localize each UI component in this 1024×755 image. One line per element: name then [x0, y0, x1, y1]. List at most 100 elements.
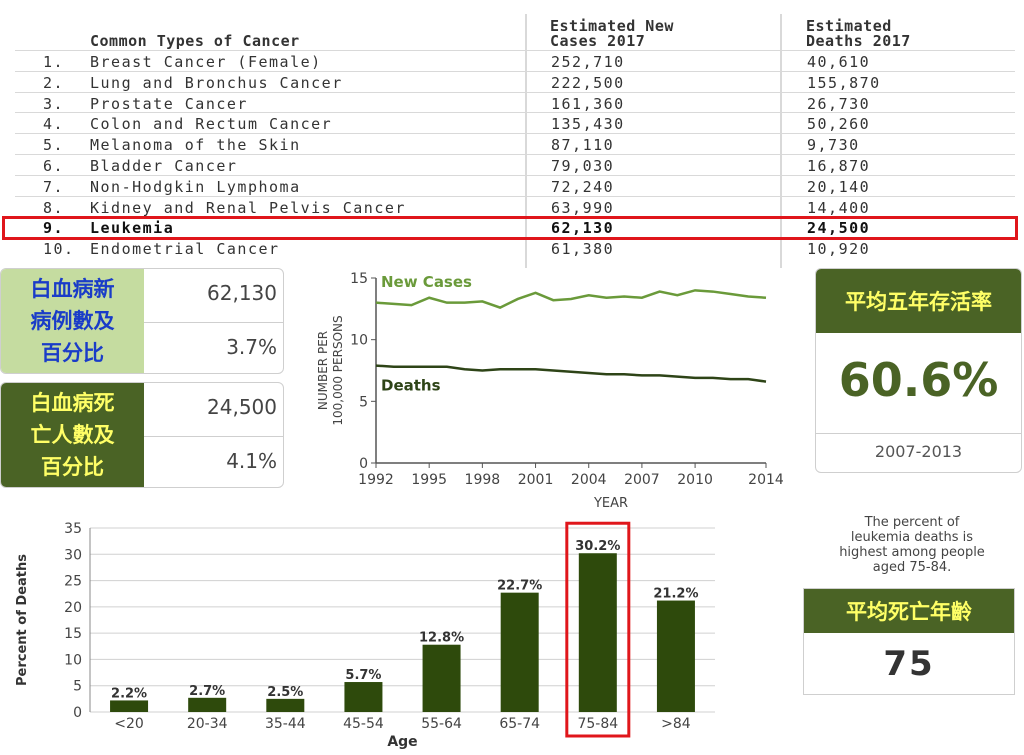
- y-tick-label: 20: [64, 600, 82, 616]
- x-tick-label: 2010: [677, 472, 713, 488]
- bar-55-64: [422, 644, 461, 712]
- header-deaths-2: Deaths 2017: [806, 32, 911, 50]
- cell-rank: 4.: [43, 115, 65, 134]
- x-axis-label: YEAR: [593, 496, 628, 511]
- cell-rank: 8.: [43, 198, 65, 217]
- cell-cases: 61,380: [551, 240, 615, 259]
- age-note-line: aged 75-84.: [872, 560, 952, 575]
- y-tick-label: 15: [350, 271, 368, 287]
- x-tick-label: 1995: [411, 472, 447, 488]
- cell-deaths: 9,730: [807, 136, 860, 155]
- header-deaths-1: Estimated: [806, 17, 892, 35]
- cell-deaths: 10,920: [807, 240, 871, 259]
- cell-deaths: 20,140: [807, 177, 871, 196]
- table-row: 5. Melanoma of the Skin 87,110 9,730: [15, 133, 1015, 154]
- data-label: 2.2%: [111, 686, 147, 701]
- age-bar-chart: 0 5 10 15 20 25 30 35 2.2% <20 2.7% 20-34 2.5% 35-44 5…: [15, 521, 715, 750]
- y-tick-label: 10: [64, 652, 82, 668]
- survival-card: 平均五年存活率 60.6% 2007-2013: [815, 268, 1022, 473]
- bar-<20: [110, 700, 149, 712]
- cell-name: Prostate Cancer: [90, 94, 248, 113]
- table-row: 3. Prostate Cancer 161,360 26,730: [15, 91, 1015, 113]
- cell-deaths: 50,260: [807, 115, 871, 134]
- cell-deaths: 26,730: [807, 94, 871, 113]
- table-row: 8. Kidney and Renal Pelvis Cancer 63,990 14…: [15, 195, 1015, 217]
- x-tick-label: >84: [661, 716, 691, 732]
- y-axis-label: Percent of Deaths: [15, 554, 30, 686]
- series-label: New Cases: [381, 273, 472, 291]
- x-tick-label: <20: [114, 716, 144, 732]
- table-row: 6. Bladder Cancer 79,030 16,870: [15, 154, 1015, 175]
- cell-cases: 62,130: [551, 219, 615, 238]
- y-tick-label: 5: [359, 394, 368, 410]
- table-row: 4. Colon and Rectum Cancer 135,430 50,260: [15, 112, 1015, 133]
- data-label: 2.7%: [189, 684, 225, 699]
- data-label: 12.8%: [419, 631, 464, 646]
- x-tick-label: 2007: [624, 472, 660, 488]
- cell-cases: 161,360: [551, 94, 625, 113]
- x-tick-label: 55-64: [421, 716, 462, 732]
- mean-death-age-card: 平均死亡年齡 75: [803, 588, 1015, 695]
- table-row: 2. Lung and Bronchus Cancer 222,500 155,870: [15, 70, 1015, 92]
- cell-name: Colon and Rectum Cancer: [90, 115, 333, 134]
- divider: [144, 436, 283, 437]
- age-note-line: highest among people: [839, 545, 985, 560]
- bar->84: [656, 600, 695, 712]
- x-tick-label: 65-74: [499, 716, 540, 732]
- y-tick-label: 30: [64, 547, 82, 563]
- y-tick-label: 10: [350, 333, 368, 349]
- x-tick-label: 2004: [571, 472, 607, 488]
- divider: [144, 322, 283, 323]
- series-label: Deaths: [381, 377, 441, 395]
- y-tick-label: 0: [73, 705, 82, 721]
- x-tick-label: 1998: [465, 472, 501, 488]
- deaths-label: 白血病死 亡人數及 百分比: [1, 383, 144, 487]
- y-axis-label: NUMBER PER: [316, 331, 330, 410]
- survival-title: 平均五年存活率: [816, 269, 1021, 333]
- age-note-line: leukemia deaths is: [850, 530, 974, 545]
- age-title: 平均死亡年齡: [804, 589, 1014, 633]
- cell-rank: 5.: [43, 136, 65, 155]
- cell-rank: 9.: [43, 219, 65, 238]
- x-axis-label: Age: [387, 734, 417, 750]
- cell-deaths: 14,400: [807, 198, 871, 217]
- cell-name: Non-Hodgkin Lymphoma: [90, 177, 301, 196]
- x-tick-label: 1992: [358, 472, 394, 488]
- cell-cases: 87,110: [551, 136, 615, 155]
- cell-name: Kidney and Renal Pelvis Cancer: [90, 198, 406, 217]
- data-label: 30.2%: [575, 539, 620, 554]
- data-label: 2.5%: [267, 685, 303, 700]
- age-note: The percent of leukemia deaths is highes…: [806, 515, 1018, 575]
- highlight-box: [565, 521, 631, 738]
- cell-name: Leukemia: [90, 219, 175, 238]
- cell-rank: 1.: [43, 53, 65, 71]
- bar-45-54: [344, 682, 383, 712]
- y-tick-label: 5: [73, 679, 82, 695]
- cell-cases: 63,990: [551, 198, 615, 217]
- cell-deaths: 24,500: [807, 219, 871, 238]
- cell-cases: 135,430: [551, 115, 625, 134]
- cell-rank: 6.: [43, 157, 65, 175]
- survival-value: 60.6%: [838, 353, 999, 407]
- x-tick-label: 2001: [518, 472, 554, 488]
- age-value: 75: [883, 644, 935, 684]
- header-new-cases-1: Estimated New: [550, 17, 674, 35]
- divider: [816, 433, 1021, 434]
- survival-years: 2007-2013: [874, 442, 963, 461]
- new-cases-count: 62,130: [207, 281, 277, 305]
- x-tick-label: 45-54: [343, 716, 384, 732]
- table-row: 1. Breast Cancer (Female) 252,710 40,610: [15, 50, 1015, 71]
- cell-name: Melanoma of the Skin: [90, 136, 301, 155]
- cancer-table: Common Types of Cancer Estimated New Cas…: [5, 0, 1020, 268]
- series-line-deaths: [375, 364, 767, 383]
- data-label: 5.7%: [345, 668, 381, 683]
- cell-name: Endometrial Cancer: [90, 240, 280, 259]
- trend-line-chart: 0 5 10 15 1992 1995 1998 2001 2004 2007 2010 2014 YE…: [316, 271, 784, 511]
- header-new-cases-2: Cases 2017: [550, 32, 646, 50]
- cell-name: Lung and Bronchus Cancer: [90, 73, 343, 92]
- new-cases-percent: 3.7%: [226, 335, 277, 359]
- y-axis-label: 100,000 PERSONS: [331, 315, 345, 425]
- x-tick-label: 35-44: [265, 716, 306, 732]
- cell-name: Breast Cancer (Female): [90, 53, 322, 71]
- deaths-box: 白血病死 亡人數及 百分比 24,500 4.1%: [0, 382, 284, 488]
